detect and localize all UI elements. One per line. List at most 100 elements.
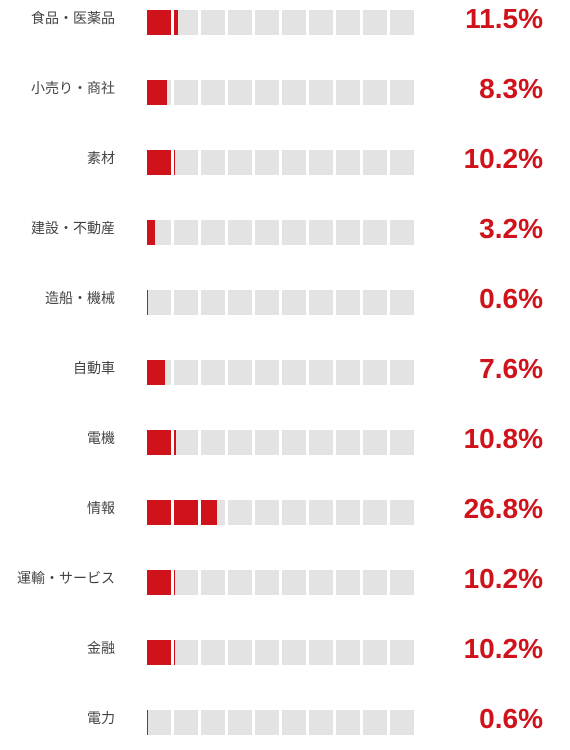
bar-cell xyxy=(255,80,279,105)
bar-cell xyxy=(228,220,252,245)
bar-cell xyxy=(255,220,279,245)
bar-track xyxy=(147,150,415,175)
bar-track xyxy=(147,80,415,105)
bar-cell xyxy=(390,360,414,385)
bar-cell xyxy=(282,500,306,525)
category-label: 電機 xyxy=(87,430,115,448)
bar-cell xyxy=(201,10,225,35)
bar-cell xyxy=(336,360,360,385)
bar-fill xyxy=(147,570,171,595)
bar-fill xyxy=(147,10,171,35)
bar-cell xyxy=(390,710,414,735)
bar-cell xyxy=(336,640,360,665)
bar-track xyxy=(147,570,415,595)
bar-cell xyxy=(228,640,252,665)
bar-cell xyxy=(255,150,279,175)
bar-track xyxy=(147,10,415,35)
bar-cell xyxy=(255,500,279,525)
bar-cell xyxy=(174,500,198,525)
category-label: 金融 xyxy=(87,640,115,658)
category-label: 小売り・商社 xyxy=(31,80,115,98)
bar-cell xyxy=(174,640,198,665)
bar-cell xyxy=(309,290,333,315)
bar-cell xyxy=(390,10,414,35)
bar-cell xyxy=(147,10,171,35)
bar-cell xyxy=(363,640,387,665)
bar-cell xyxy=(255,710,279,735)
bar-cell xyxy=(228,570,252,595)
bar-cell xyxy=(363,430,387,455)
category-label: 造船・機械 xyxy=(45,290,115,308)
value-label: 0.6% xyxy=(479,702,543,736)
bar-fill xyxy=(147,430,171,455)
bar-cell xyxy=(147,80,171,105)
value-label: 10.2% xyxy=(464,142,543,176)
bar-cell xyxy=(201,80,225,105)
bar-cell xyxy=(228,290,252,315)
bar-cell xyxy=(390,500,414,525)
category-label: 建設・不動産 xyxy=(31,220,115,238)
bar-cell xyxy=(174,80,198,105)
bar-fill xyxy=(147,290,148,315)
bar-cell xyxy=(336,150,360,175)
bar-cell xyxy=(174,150,198,175)
bar-cell xyxy=(147,570,171,595)
category-label: 食品・医薬品 xyxy=(31,10,115,28)
bar-cell xyxy=(309,640,333,665)
bar-cell xyxy=(201,360,225,385)
bar-fill xyxy=(147,360,165,385)
bar-cell xyxy=(228,80,252,105)
bar-cell xyxy=(390,220,414,245)
bar-cell xyxy=(147,640,171,665)
bar-cell xyxy=(228,710,252,735)
bar-cell xyxy=(309,360,333,385)
bar-fill xyxy=(147,80,167,105)
bar-cell xyxy=(255,360,279,385)
bar-cell xyxy=(309,500,333,525)
bar-cell xyxy=(390,80,414,105)
category-label: 電力 xyxy=(87,710,115,728)
bar-cell xyxy=(255,290,279,315)
value-label: 10.2% xyxy=(464,632,543,666)
bar-cell xyxy=(201,710,225,735)
bar-fill xyxy=(147,220,155,245)
bar-cell xyxy=(201,500,225,525)
bar-track xyxy=(147,360,415,385)
bar-cell xyxy=(228,10,252,35)
bar-fill xyxy=(147,500,171,525)
bar-cell xyxy=(336,570,360,595)
value-label: 7.6% xyxy=(479,352,543,386)
bar-cell xyxy=(309,10,333,35)
bar-cell xyxy=(282,220,306,245)
bar-cell xyxy=(174,430,198,455)
bar-cell xyxy=(174,220,198,245)
bar-cell xyxy=(201,430,225,455)
bar-cell xyxy=(282,710,306,735)
value-label: 8.3% xyxy=(479,72,543,106)
bar-cell xyxy=(174,360,198,385)
bar-cell xyxy=(282,640,306,665)
bar-cell xyxy=(390,430,414,455)
bar-cell xyxy=(282,570,306,595)
bar-cell xyxy=(147,290,171,315)
bar-cell xyxy=(309,150,333,175)
value-label: 10.2% xyxy=(464,562,543,596)
bar-cell xyxy=(363,220,387,245)
bar-cell xyxy=(174,710,198,735)
bar-cell xyxy=(201,290,225,315)
bar-cell xyxy=(147,430,171,455)
value-label: 11.5% xyxy=(465,2,543,36)
bar-track xyxy=(147,640,415,665)
bar-cell xyxy=(363,150,387,175)
bar-fill xyxy=(147,640,171,665)
bar-cell xyxy=(336,290,360,315)
value-label: 26.8% xyxy=(464,492,543,526)
bar-fill xyxy=(147,150,171,175)
